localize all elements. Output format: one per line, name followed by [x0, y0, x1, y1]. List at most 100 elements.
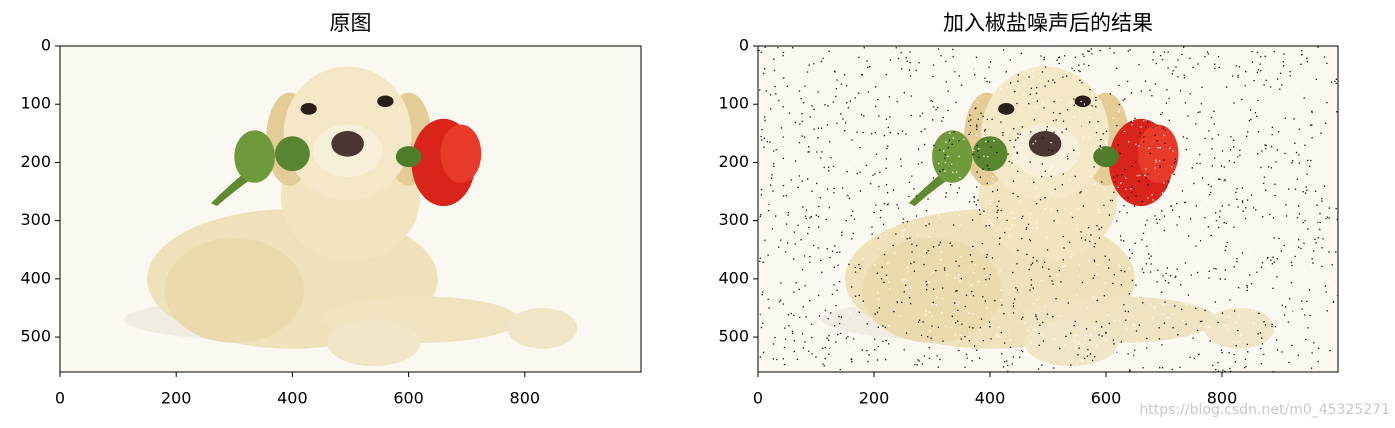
noise-pixel — [1029, 289, 1031, 291]
noise-pixel — [827, 95, 829, 98]
noise-pixel — [1011, 212, 1014, 214]
noise-pixel — [875, 153, 878, 155]
noise-pixel — [905, 332, 908, 334]
noise-pixel — [1183, 47, 1186, 49]
noise-pixel — [1216, 98, 1218, 100]
noise-pixel — [1136, 341, 1139, 343]
noise-pixel — [1251, 51, 1253, 53]
noise-pixel — [1164, 142, 1166, 145]
noise-pixel — [1069, 241, 1071, 244]
noise-pixel — [1285, 263, 1287, 266]
noise-pixel — [983, 268, 985, 270]
noise-pixel — [1283, 169, 1285, 172]
noise-pixel — [917, 63, 920, 66]
noise-pixel — [1136, 64, 1138, 66]
noise-pixel — [1264, 144, 1266, 146]
noise-pixel — [1082, 53, 1084, 55]
noise-pixel — [1022, 364, 1024, 367]
noise-pixel — [1119, 211, 1121, 213]
noise-pixel — [1094, 327, 1097, 329]
noise-pixel — [1233, 102, 1235, 104]
noise-pixel — [1077, 109, 1079, 111]
noise-pixel — [1028, 268, 1030, 271]
noise-pixel — [773, 69, 776, 72]
noise-pixel — [926, 360, 929, 362]
noise-pixel — [785, 162, 787, 165]
noise-pixel — [1140, 126, 1142, 128]
noise-pixel — [1014, 139, 1017, 141]
noise-pixel — [1199, 111, 1201, 113]
noise-pixel — [899, 158, 902, 160]
noise-pixel — [1270, 146, 1273, 148]
noise-pixel — [1111, 367, 1113, 370]
noise-pixel — [1307, 228, 1309, 230]
noise-pixel — [1122, 99, 1124, 101]
noise-pixel — [1121, 174, 1123, 176]
noise-pixel — [1013, 146, 1015, 148]
noise-pixel — [823, 128, 826, 130]
noise-pixel — [1235, 345, 1237, 347]
noise-pixel — [844, 130, 846, 132]
noise-pixel — [794, 119, 796, 121]
noise-pixel — [1210, 142, 1213, 144]
noise-pixel — [906, 238, 908, 240]
noise-pixel — [1108, 322, 1110, 325]
noise-pixel — [1211, 303, 1213, 305]
noise-pixel — [758, 207, 760, 209]
noise-pixel — [1217, 370, 1220, 372]
noise-pixel — [1158, 218, 1161, 221]
noise-pixel — [997, 336, 999, 338]
noise-pixel — [1219, 210, 1221, 212]
noise-pixel — [793, 314, 795, 316]
noise-pixel — [1000, 289, 1002, 291]
noise-pixel — [925, 222, 927, 224]
noise-pixel — [771, 257, 773, 259]
noise-pixel — [1147, 184, 1149, 186]
noise-pixel — [1274, 194, 1276, 197]
noise-pixel — [810, 323, 813, 325]
noise-pixel — [1228, 316, 1230, 318]
noise-pixel — [1265, 303, 1268, 306]
noise-pixel — [1104, 50, 1106, 52]
noise-pixel — [1241, 252, 1244, 254]
noise-pixel — [1233, 266, 1235, 268]
noise-pixel — [762, 261, 764, 263]
noise-pixel — [1039, 198, 1042, 201]
noise-pixel — [1053, 60, 1056, 62]
noise-pixel — [1273, 237, 1275, 239]
noise-pixel — [1046, 236, 1048, 239]
noise-pixel — [887, 54, 890, 56]
noise-pixel — [955, 171, 958, 173]
noise-pixel — [1007, 132, 1009, 134]
noise-pixel — [885, 184, 888, 186]
noise-pixel — [988, 224, 991, 227]
noise-pixel — [932, 301, 934, 304]
noise-pixel — [821, 151, 823, 153]
noise-pixel — [873, 49, 876, 52]
noise-pixel — [1321, 317, 1324, 320]
noise-pixel — [775, 106, 777, 108]
noise-pixel — [1224, 370, 1226, 372]
noise-pixel — [834, 71, 836, 73]
noise-pixel — [847, 335, 849, 338]
noise-pixel — [793, 350, 795, 353]
noise-pixel — [1144, 339, 1146, 341]
noise-pixel — [1099, 145, 1102, 148]
noise-pixel — [1227, 179, 1229, 181]
noise-pixel — [831, 347, 834, 350]
noise-pixel — [1161, 367, 1164, 369]
noise-pixel — [936, 355, 938, 357]
noise-pixel — [916, 142, 918, 144]
noise-pixel — [1224, 50, 1227, 52]
noise-pixel — [1313, 342, 1315, 344]
noise-pixel — [1229, 149, 1232, 151]
noise-pixel — [1118, 84, 1120, 87]
noise-pixel — [811, 161, 813, 163]
noise-pixel — [856, 172, 859, 175]
noise-pixel — [888, 325, 890, 327]
noise-pixel — [940, 54, 942, 57]
noise-pixel — [908, 69, 911, 71]
noise-pixel — [815, 214, 818, 216]
noise-pixel — [1215, 220, 1218, 222]
noise-pixel — [1304, 220, 1306, 222]
